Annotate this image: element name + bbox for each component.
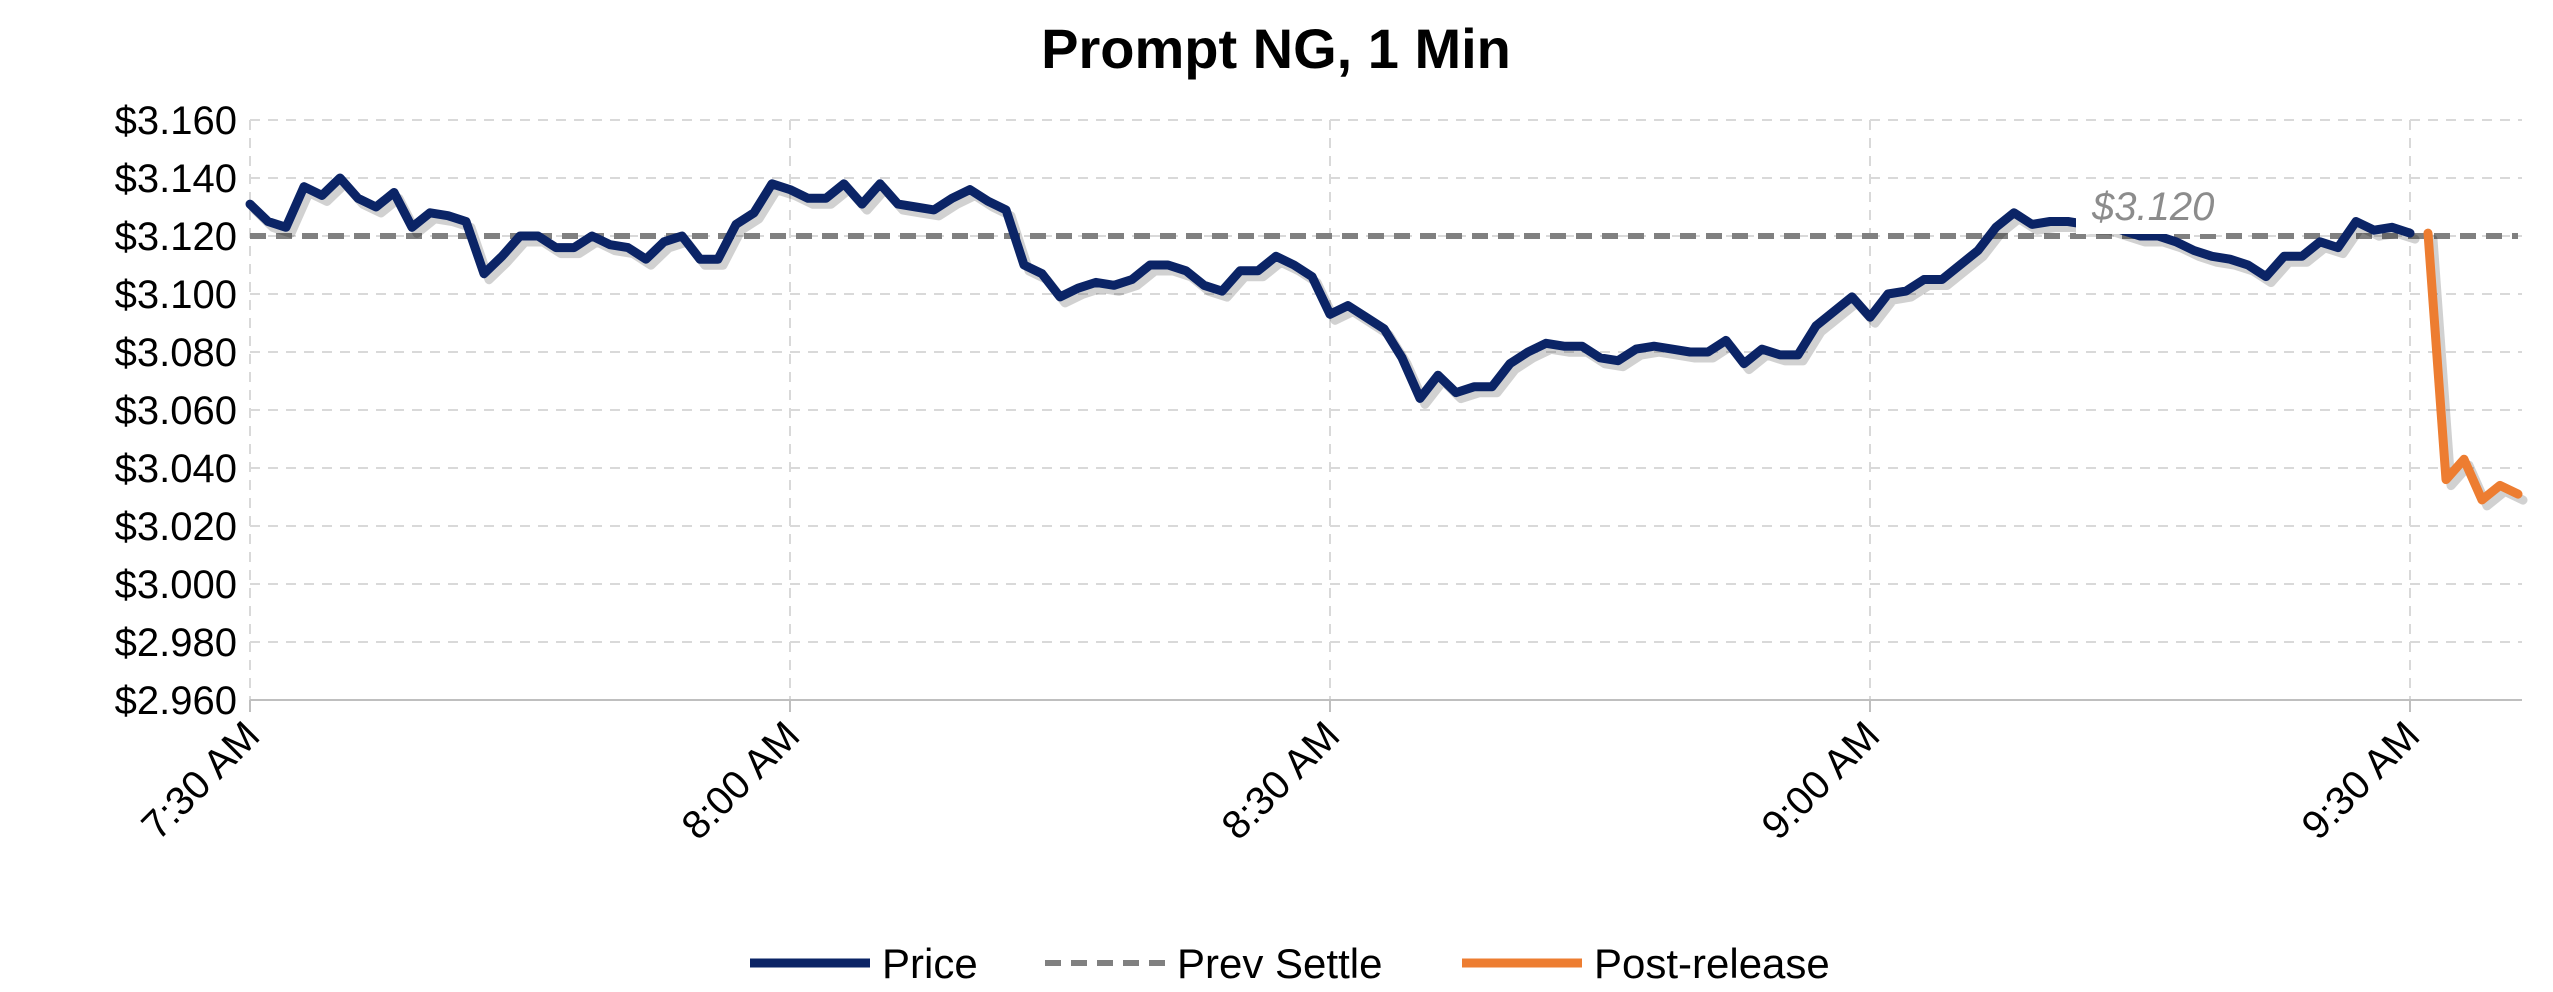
legend-item-post-release: Post-release <box>1462 940 1830 987</box>
y-tick-label: $2.980 <box>115 621 237 665</box>
y-tick-label: $3.120 <box>115 215 237 259</box>
series-lines <box>245 173 2528 511</box>
y-tick-label: $2.960 <box>115 679 237 723</box>
legend-label-post-release: Post-release <box>1594 940 1830 987</box>
y-tick-label: $3.060 <box>115 389 237 433</box>
post-release-series-line <box>2423 228 2523 505</box>
prev-settle-annotation: $3.120 <box>2091 185 2214 229</box>
annotations: $3.120 <box>2076 180 2226 234</box>
y-tick-label: $3.000 <box>115 563 237 607</box>
price-shadow <box>250 179 2420 409</box>
y-tick-label: $3.160 <box>115 99 237 143</box>
x-tick-label: 9:00 AM <box>1753 713 1888 848</box>
annotation-background <box>2076 180 2226 234</box>
legend-item-price: Price <box>750 940 978 987</box>
y-tick-label: $3.040 <box>115 447 237 491</box>
axes: $3.160 $3.140 $3.120 $3.100 $3.080 $3.060 $3.0… <box>115 99 2522 848</box>
price-series-line <box>245 173 2415 403</box>
chart-title: Prompt NG, 1 Min <box>1041 17 1511 80</box>
x-tick-label: 8:00 AM <box>673 713 808 848</box>
x-tick-label: 8:30 AM <box>1213 713 1348 848</box>
legend-item-prev-settle: Prev Settle <box>1045 940 1382 987</box>
legend-label-prev-settle: Prev Settle <box>1177 940 1382 987</box>
y-tick-label: $3.140 <box>115 157 237 201</box>
x-tick-label: 7:30 AM <box>133 713 268 848</box>
y-tick-label: $3.080 <box>115 331 237 375</box>
x-tick-label: 9:30 AM <box>2293 713 2428 848</box>
y-tick-label: $3.100 <box>115 273 237 317</box>
y-tick-label: $3.020 <box>115 505 237 549</box>
legend: Price Prev Settle Post-release <box>750 940 1830 987</box>
legend-label-price: Price <box>882 940 978 987</box>
